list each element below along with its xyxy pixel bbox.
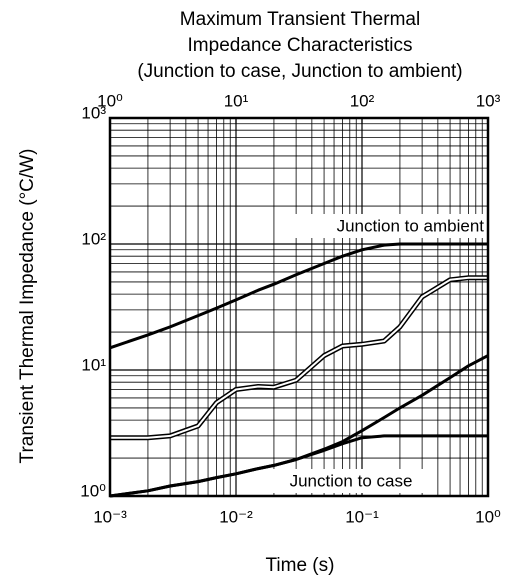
x-tick-label: 10⁻¹ xyxy=(345,507,379,526)
annotation-bg xyxy=(293,214,486,238)
plot-frame xyxy=(108,116,490,498)
x-tick-label: 10⁰ xyxy=(475,507,501,526)
y-axis-label: Transient Thermal Impedance (°C/W) xyxy=(17,149,38,464)
annotation: Junction to ambient xyxy=(337,216,485,235)
series-line xyxy=(109,242,488,350)
series-line-outline xyxy=(110,275,488,441)
y-tick-label: 10⁰ xyxy=(80,481,106,500)
annotation: Junction to case xyxy=(290,471,413,490)
chart-title: (Junction to case, Junction to ambient) xyxy=(137,61,462,82)
chart-title: Maximum Transient Thermal xyxy=(180,9,420,30)
x-axis-label: Time (s) xyxy=(266,555,335,576)
y-tick-label: 10¹ xyxy=(81,355,106,374)
x-tick-label: 10⁻² xyxy=(219,507,253,526)
x2-tick-label: 10³ xyxy=(476,91,501,110)
x2-tick-label: 10¹ xyxy=(224,91,249,110)
series-line xyxy=(110,276,488,439)
x2-tick-label: 10⁰ xyxy=(97,91,123,110)
y-tick-label: 10² xyxy=(81,229,106,248)
series-line xyxy=(109,354,489,498)
x2-tick-label: 10² xyxy=(350,91,375,110)
chart-title: Impedance Characteristics xyxy=(188,35,413,56)
x-tick-label: 10⁻³ xyxy=(93,507,127,526)
annotation-bg xyxy=(268,469,434,493)
y-tick-label: 10³ xyxy=(81,103,106,122)
